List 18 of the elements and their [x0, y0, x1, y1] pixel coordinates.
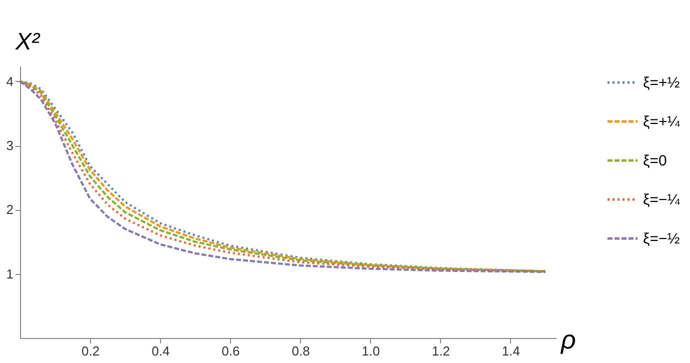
x-tick-label: 0.6 [222, 344, 240, 358]
x-tick-label: 1.2 [432, 344, 450, 358]
y-tick-label: 3 [6, 138, 14, 154]
legend-label: ξ=+½ [643, 74, 680, 92]
legend-label: ξ=−½ [643, 230, 680, 248]
x-tick-label: 0.2 [82, 344, 100, 358]
legend-label: ξ=0 [643, 152, 667, 170]
x-tick-label: 0.8 [292, 344, 310, 358]
x-tick-label: 0.4 [152, 344, 170, 358]
x-tick-label: 1.0 [362, 344, 380, 358]
x-tick-label: 1.4 [502, 344, 520, 358]
y-axis-title: X² [14, 28, 41, 56]
x-axis-title: ρ [560, 324, 576, 354]
legend-label: ξ=+¼ [643, 114, 680, 130]
y-tick-label: 1 [6, 266, 14, 282]
y-tick-label: 2 [6, 202, 14, 218]
y-tick-label: 4 [6, 74, 14, 89]
legend-label: ξ=−¼ [643, 192, 680, 208]
